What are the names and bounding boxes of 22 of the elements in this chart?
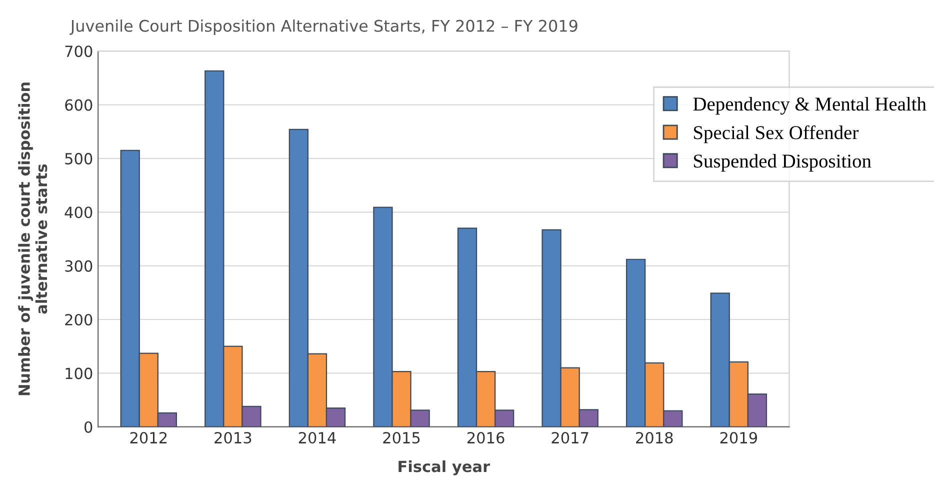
x-tick-label: 2012 [130,432,167,444]
y-tick-label: 400 [64,206,92,218]
y-tick-label: 0 [84,421,92,433]
y-tick-label: 300 [65,260,92,272]
y-tick-label: 200 [65,314,92,326]
x-tick-label: 2018 [636,432,673,444]
y-tick-label: 600 [65,99,92,111]
y-tick-label: 500 [65,152,92,164]
y-tick-label: 700 [65,46,92,58]
x-axis-title: Fiscal year [398,460,490,476]
legend-label: Suspended Disposition [694,154,872,172]
legend-label: Special Sex Offender [694,125,858,144]
x-tick-label: 2015 [383,432,420,444]
x-tick-label: 2019 [720,432,758,444]
x-tick-label: 2016 [467,432,504,444]
x-tick-label: 2014 [298,432,336,444]
x-tick-label: 2017 [552,432,588,444]
y-axis-title: Number of juvenile court disposition alternative starts [18,82,48,396]
legend-label: Dependency & Mental Health [693,96,926,115]
x-tick-label: 2013 [214,432,252,444]
chart-title: Juvenile Court Disposition Alternative Starts, FY 2012 – FY 2019 [70,20,578,35]
y-tick-label: 100 [66,368,92,380]
